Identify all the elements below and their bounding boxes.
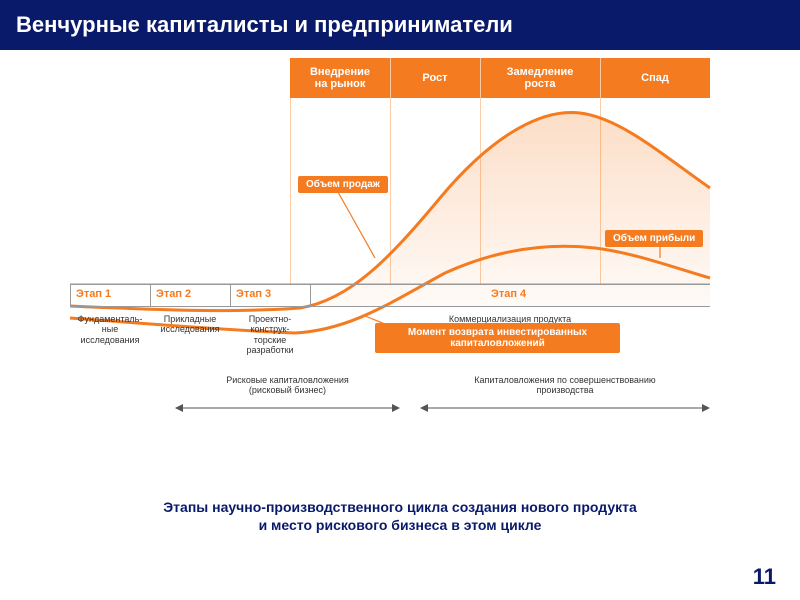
phase-0: Внедрениена рынок — [290, 58, 390, 98]
phase-2: Замедлениероста — [480, 58, 600, 98]
stage-label-3: Этап 4 — [491, 288, 526, 300]
stage-label-2: Этап 3 — [236, 288, 271, 300]
stage-label-1: Этап 2 — [156, 288, 191, 300]
stage-desc-1: Прикладныеисследования — [150, 314, 230, 335]
page-title: Венчурные капиталисты и предприниматели — [16, 12, 513, 38]
diagram-caption: Этапы научно-производственного цикла соз… — [0, 498, 800, 534]
range-arrow-0 — [175, 403, 400, 413]
caption-line1: Этапы научно-производственного цикла соз… — [163, 499, 637, 515]
caption-line2: и место рискового бизнеса в этом цикле — [259, 517, 542, 533]
page-number: 11 — [753, 564, 776, 590]
title-bar: Венчурные капиталисты и предприниматели — [0, 0, 800, 50]
phase-1: Рост — [390, 58, 480, 98]
range-label-1: Капиталовложения по совершенствованиюпро… — [420, 375, 710, 396]
phase-3: Спад — [600, 58, 710, 98]
profit-badge: Объем прибыли — [605, 230, 703, 247]
stage-desc-0: Фундаменталь-ныеисследования — [70, 314, 150, 345]
range-label-0: Рисковые капиталовложения(рисковый бизне… — [175, 375, 400, 396]
chart-svg — [20, 58, 780, 488]
payback-badge: Момент возврата инвестированныхкапиталов… — [375, 323, 620, 353]
stage-desc-2: Проектно-конструк-торскиеразработки — [230, 314, 310, 355]
stage-label-0: Этап 1 — [76, 288, 111, 300]
lifecycle-diagram: Внедрениена рынокРостЗамедлениеростаСпад… — [20, 58, 780, 488]
sales-badge: Объем продаж — [298, 176, 388, 193]
range-arrow-1 — [420, 403, 710, 413]
